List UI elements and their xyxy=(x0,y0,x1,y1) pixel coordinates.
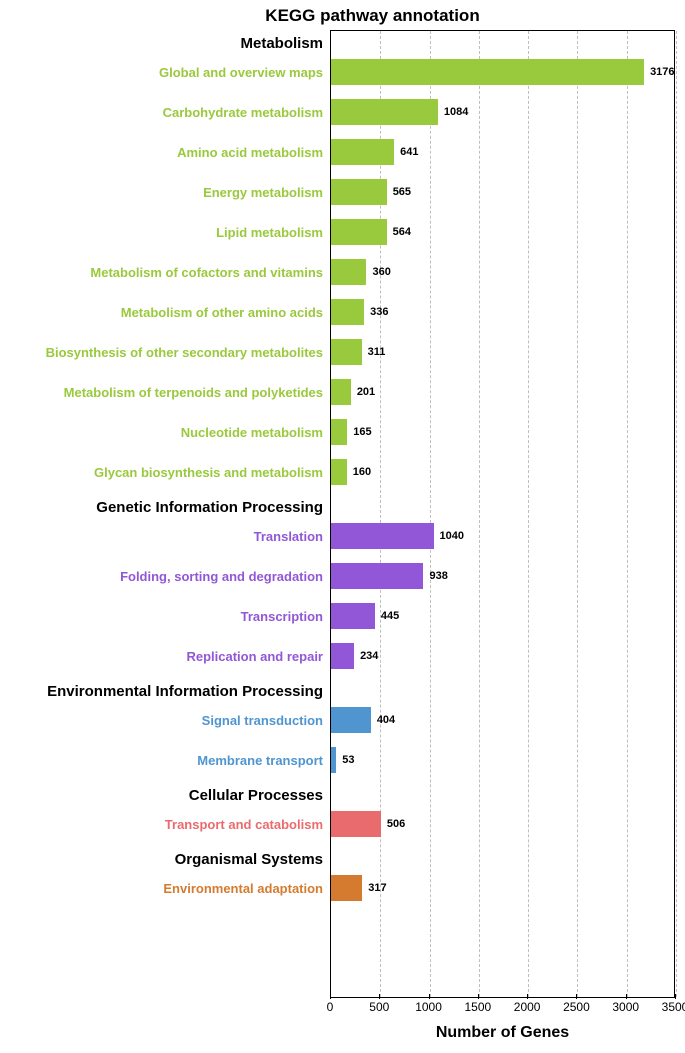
bar xyxy=(331,299,364,325)
bar xyxy=(331,339,362,365)
bar-value: 165 xyxy=(353,426,371,438)
bar-row: Translation1040 xyxy=(331,523,674,549)
bar-row: Replication and repair234 xyxy=(331,643,674,669)
group-header: Environmental Information Processing xyxy=(331,683,674,703)
category-label: Environmental adaptation xyxy=(163,881,331,896)
bar xyxy=(331,259,366,285)
bar-value: 938 xyxy=(429,570,447,582)
category-label: Lipid metabolism xyxy=(216,225,331,240)
bar-value: 1084 xyxy=(444,106,468,118)
category-label: Glycan biosynthesis and metabolism xyxy=(94,465,331,480)
category-label: Metabolism of cofactors and vitamins xyxy=(90,265,331,280)
bar-value: 445 xyxy=(381,610,399,622)
group-header: Organismal Systems xyxy=(331,851,674,871)
x-tick: 1000 xyxy=(409,1000,449,1014)
bar xyxy=(331,219,387,245)
bar-row: Global and overview maps3176 xyxy=(331,59,674,85)
x-tick: 1500 xyxy=(458,1000,498,1014)
group-header: Genetic Information Processing xyxy=(331,499,674,519)
group-label: Environmental Information Processing xyxy=(47,683,331,700)
bar xyxy=(331,747,336,773)
bar xyxy=(331,139,394,165)
bar-row: Membrane transport53 xyxy=(331,747,674,773)
category-label: Carbohydrate metabolism xyxy=(163,105,331,120)
x-tick: 2000 xyxy=(507,1000,547,1014)
x-tick: 3000 xyxy=(606,1000,646,1014)
bar-row: Folding, sorting and degradation938 xyxy=(331,563,674,589)
category-label: Signal transduction xyxy=(202,713,331,728)
bar-value: 234 xyxy=(360,650,378,662)
bar-value: 404 xyxy=(377,714,395,726)
bar-value: 3176 xyxy=(650,66,674,78)
bar-row: Environmental adaptation317 xyxy=(331,875,674,901)
bar-value: 311 xyxy=(368,346,386,358)
x-tick: 500 xyxy=(359,1000,399,1014)
x-tick: 3500 xyxy=(655,1000,685,1014)
category-label: Energy metabolism xyxy=(203,185,331,200)
category-label: Nucleotide metabolism xyxy=(181,425,331,440)
category-label: Translation xyxy=(254,529,331,544)
x-tick: 0 xyxy=(310,1000,350,1014)
bar xyxy=(331,875,362,901)
bar xyxy=(331,563,423,589)
bar-row: Amino acid metabolism641 xyxy=(331,139,674,165)
group-label: Metabolism xyxy=(240,35,331,52)
chart-title: KEGG pathway annotation xyxy=(30,6,685,26)
bar-row: Metabolism of other amino acids336 xyxy=(331,299,674,325)
category-label: Metabolism of terpenoids and polyketides xyxy=(64,385,331,400)
bar xyxy=(331,59,644,85)
category-label: Replication and repair xyxy=(186,649,331,664)
bar xyxy=(331,379,351,405)
category-label: Global and overview maps xyxy=(159,65,331,80)
bar xyxy=(331,603,375,629)
bar-value: 53 xyxy=(342,754,354,766)
x-axis-label: Number of Genes xyxy=(330,1024,675,1042)
bar xyxy=(331,707,371,733)
bar-row: Metabolism of cofactors and vitamins360 xyxy=(331,259,674,285)
bar-value: 506 xyxy=(387,818,405,830)
bar xyxy=(331,179,387,205)
plot-area: Metabolism Global and overview maps3176 Ca… xyxy=(330,30,675,998)
bar-value: 360 xyxy=(372,266,390,278)
bar-value: 641 xyxy=(400,146,418,158)
bar-value: 160 xyxy=(353,466,371,478)
bar-value: 564 xyxy=(393,226,411,238)
gridline xyxy=(676,31,677,997)
bar-value: 1040 xyxy=(440,530,464,542)
category-label: Transport and catabolism xyxy=(165,817,331,832)
category-label: Amino acid metabolism xyxy=(177,145,331,160)
bar-row: Signal transduction404 xyxy=(331,707,674,733)
bar xyxy=(331,523,434,549)
bar-value: 336 xyxy=(370,306,388,318)
bar xyxy=(331,419,347,445)
bar-row: Transcription445 xyxy=(331,603,674,629)
group-label: Organismal Systems xyxy=(175,851,331,868)
group-label: Cellular Processes xyxy=(189,787,331,804)
category-label: Membrane transport xyxy=(197,753,331,768)
bar-value: 317 xyxy=(368,882,386,894)
x-tick: 2500 xyxy=(556,1000,596,1014)
bar-value: 201 xyxy=(357,386,375,398)
bar-value: 565 xyxy=(393,186,411,198)
category-label: Biosynthesis of other secondary metaboli… xyxy=(46,345,331,360)
bar xyxy=(331,99,438,125)
bar-row: Metabolism of terpenoids and polyketides… xyxy=(331,379,674,405)
category-label: Folding, sorting and degradation xyxy=(120,569,331,584)
bar xyxy=(331,643,354,669)
bar-row: Biosynthesis of other secondary metaboli… xyxy=(331,339,674,365)
bar-row: Nucleotide metabolism165 xyxy=(331,419,674,445)
bar-row: Transport and catabolism506 xyxy=(331,811,674,837)
category-label: Transcription xyxy=(241,609,331,624)
group-header: Cellular Processes xyxy=(331,787,674,807)
chart-stage: KEGG pathway annotation MetabolismGlobal… xyxy=(0,0,685,1053)
group-label: Genetic Information Processing xyxy=(96,499,331,516)
bar-row: Lipid metabolism564 xyxy=(331,219,674,245)
bar xyxy=(331,811,381,837)
bar-row: Energy metabolism565 xyxy=(331,179,674,205)
bar-row: Carbohydrate metabolism1084 xyxy=(331,99,674,125)
category-label: Metabolism of other amino acids xyxy=(121,305,331,320)
group-header: Metabolism xyxy=(331,35,674,55)
bar xyxy=(331,459,347,485)
bar-row: Glycan biosynthesis and metabolism160 xyxy=(331,459,674,485)
